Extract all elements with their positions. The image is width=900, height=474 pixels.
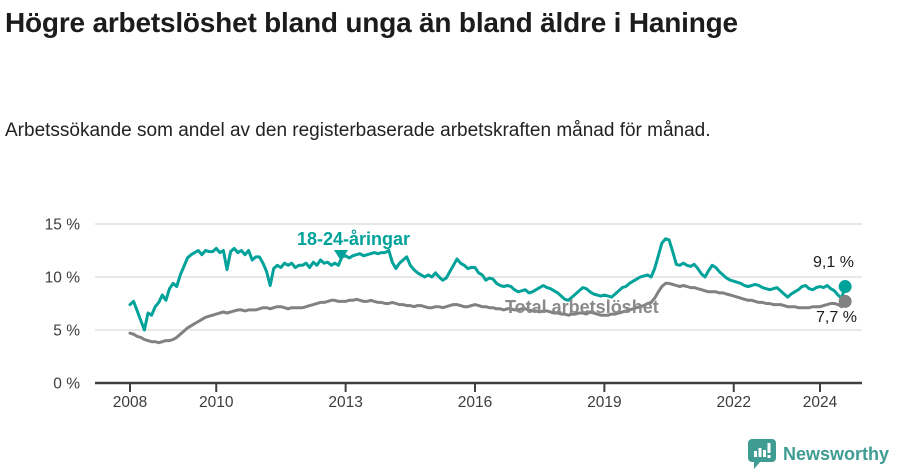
- chart-subtitle: Arbetssökande som andel av den registerb…: [5, 120, 711, 141]
- y-tick-label: 0 %: [53, 376, 80, 393]
- newsworthy-bubble-icon: [747, 439, 776, 469]
- newsworthy-logo: Newsworthy: [747, 439, 889, 469]
- total-series-line: [128, 281, 847, 345]
- y-tick-label: 10 %: [45, 270, 81, 287]
- x-tick-label: 2013: [328, 394, 362, 411]
- youth-series-label: 18-24-åringar: [297, 229, 411, 249]
- total-end-dot: [838, 294, 852, 308]
- youth-end-dot: [838, 280, 852, 294]
- total-end-value: 7,7 %: [816, 309, 857, 326]
- page-title: Högre arbetslöshet bland unga än bland ä…: [5, 7, 738, 38]
- newsworthy-wordmark: Newsworthy: [782, 443, 889, 464]
- x-tick-label: 2016: [458, 394, 492, 411]
- x-tick-label: 2024: [803, 394, 838, 411]
- youth-series-line: [128, 237, 847, 332]
- x-tick-label: 2019: [587, 394, 621, 411]
- total-series-label: Total arbetslöshet: [505, 297, 659, 317]
- youth-end-value: 9,1 %: [813, 254, 854, 271]
- x-tick-label: 2022: [717, 394, 751, 411]
- youth-label-arrow-icon: [334, 250, 348, 261]
- y-tick-label: 15 %: [45, 217, 81, 234]
- x-tick-label: 2010: [199, 394, 234, 411]
- x-tick-label: 2008: [113, 394, 147, 411]
- y-tick-label: 5 %: [53, 323, 80, 340]
